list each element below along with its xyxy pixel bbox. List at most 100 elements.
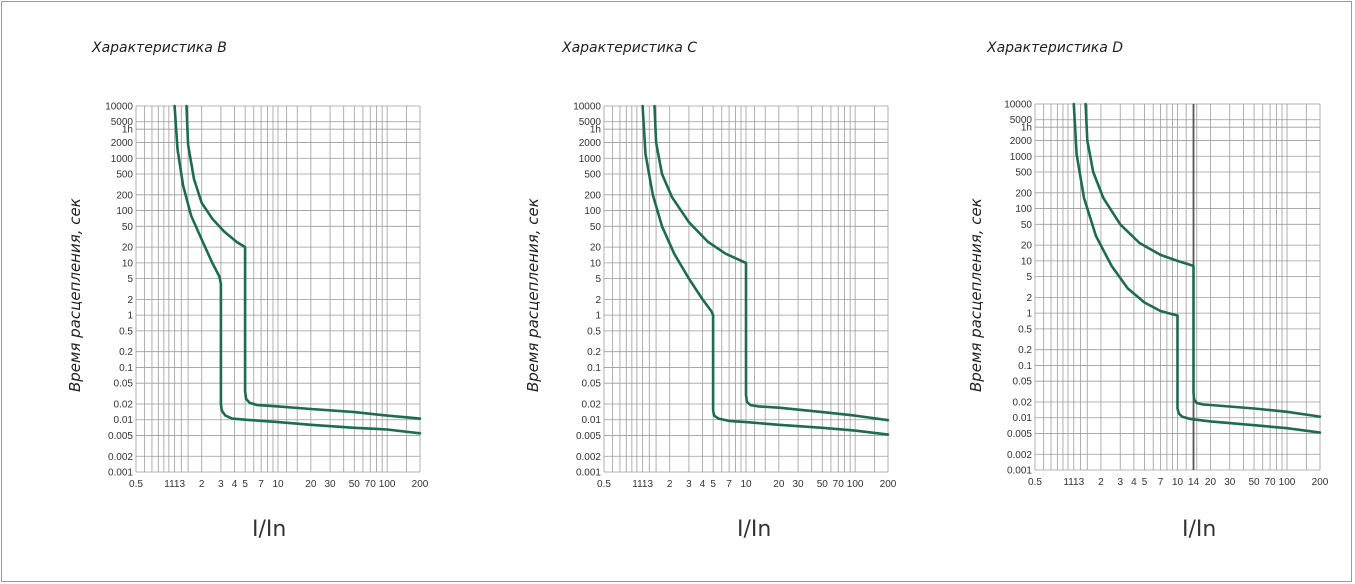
y-tick-label: 0.05 xyxy=(114,379,134,390)
x-tick-label: 0.5 xyxy=(129,479,143,490)
x-tick-label: 3 xyxy=(218,479,224,490)
x-tick-label: 30 xyxy=(325,479,337,490)
x-tick-label: 2 xyxy=(1098,477,1104,488)
y-tick-label: 500 xyxy=(584,170,601,181)
x-tick-label: 4 xyxy=(232,479,238,490)
y-tick-label: 0.01 xyxy=(1013,413,1033,424)
y-tick-label: 1h xyxy=(590,125,601,136)
y-tick-label: 5 xyxy=(595,274,601,285)
y-tick-label: 0.5 xyxy=(1018,324,1032,335)
x-tick-label: 100 xyxy=(1279,477,1296,488)
y-tick-label: 1 xyxy=(1026,309,1032,320)
x-tick-label: 0.5 xyxy=(1028,477,1042,488)
x-axis-label: I/In xyxy=(252,517,287,542)
x-tick-label: 100 xyxy=(379,479,396,490)
y-tick-label: 0.005 xyxy=(576,431,601,442)
x-tick-label: 200 xyxy=(1312,477,1329,488)
y-tick-label: 50 xyxy=(1021,220,1033,231)
x-tick-label: 100 xyxy=(847,479,864,490)
y-tick-label: 1000 xyxy=(1010,152,1033,163)
y-tick-label: 1 xyxy=(595,311,601,322)
y-tick-label: 1000 xyxy=(111,154,134,165)
x-tick-label: 1113 xyxy=(164,479,185,490)
series-line-upper xyxy=(653,104,890,422)
y-tick-label: 1000 xyxy=(579,154,602,165)
x-axis-label: I/In xyxy=(737,517,772,542)
y-tick-label: 10000 xyxy=(105,102,133,113)
y-tick-label: 20 xyxy=(590,243,602,254)
y-tick-label: 2 xyxy=(127,295,133,306)
y-tick-label: 0.02 xyxy=(114,399,134,410)
x-tick-label: 2 xyxy=(667,479,673,490)
y-tick-label: 0.5 xyxy=(119,326,133,337)
y-tick-label: 100 xyxy=(1015,204,1032,215)
x-tick-label: 70 xyxy=(1264,477,1276,488)
x-tick-label: 50 xyxy=(1248,477,1260,488)
y-tick-label: 2000 xyxy=(579,138,602,149)
y-tick-label: 0.02 xyxy=(582,399,602,410)
y-tick-label: 0.005 xyxy=(1007,429,1032,440)
series-line-upper xyxy=(1084,102,1322,418)
chart-panel-b: Характеристика B Время расцепления, сек … xyxy=(2,2,429,582)
y-tick-label: 200 xyxy=(1015,188,1032,199)
y-tick-label: 0.05 xyxy=(1013,377,1033,388)
y-tick-label: 0.2 xyxy=(119,347,133,358)
y-tick-label: 0.1 xyxy=(1018,361,1032,372)
x-tick-label: 4 xyxy=(1131,477,1137,488)
x-tick-label: 50 xyxy=(349,479,361,490)
y-tick-label: 0.02 xyxy=(1013,397,1033,408)
y-tick-label: 0.001 xyxy=(576,468,601,479)
x-tick-label: 30 xyxy=(793,479,805,490)
y-tick-label: 50 xyxy=(590,222,602,233)
x-tick-label: 7 xyxy=(726,479,732,490)
x-tick-label: 3 xyxy=(1117,477,1123,488)
y-tick-label: 2 xyxy=(1026,293,1032,304)
y-tick-label: 2000 xyxy=(111,138,134,149)
y-tick-label: 1h xyxy=(122,125,133,136)
y-tick-label: 0.5 xyxy=(587,326,601,337)
y-tick-label: 5 xyxy=(1026,272,1032,283)
x-tick-label: 3 xyxy=(686,479,692,490)
y-tick-label: 500 xyxy=(1015,168,1032,179)
y-tick-label: 0.001 xyxy=(1007,466,1032,477)
x-tick-label: 5 xyxy=(710,479,716,490)
chart-title: Характеристика D xyxy=(987,40,1124,56)
y-tick-label: 5000 xyxy=(1010,115,1033,126)
y-tick-label: 0.002 xyxy=(576,452,601,463)
x-tick-label: 10 xyxy=(740,479,752,490)
y-tick-label: 0.005 xyxy=(108,431,133,442)
y-tick-label: 0.2 xyxy=(587,347,601,358)
y-tick-label: 10 xyxy=(122,258,134,269)
x-tick-label: 20 xyxy=(1205,477,1217,488)
x-tick-label: 1113 xyxy=(632,479,653,490)
y-tick-label: 100 xyxy=(584,206,601,217)
x-tick-label: 1113 xyxy=(1063,477,1084,488)
x-tick-label: 7 xyxy=(1158,477,1164,488)
x-tick-label: 10 xyxy=(1172,477,1184,488)
y-tick-label: 100 xyxy=(116,206,133,217)
x-tick-label: 7 xyxy=(258,479,264,490)
x-tick-label: 5 xyxy=(242,479,248,490)
x-tick-label: 70 xyxy=(365,479,377,490)
y-tick-label: 0.01 xyxy=(582,415,602,426)
y-tick-label: 5 xyxy=(127,274,133,285)
y-tick-label: 0.2 xyxy=(1018,345,1032,356)
y-tick-label: 10 xyxy=(1021,256,1033,267)
y-tick-label: 0.002 xyxy=(108,452,133,463)
y-tick-label: 10000 xyxy=(1004,100,1032,111)
series-line-upper xyxy=(185,104,422,420)
y-tick-label: 0.1 xyxy=(587,363,601,374)
y-tick-label: 1h xyxy=(1021,123,1032,134)
x-tick-label: 2 xyxy=(199,479,205,490)
x-tick-label: 200 xyxy=(880,479,897,490)
x-tick-label: 70 xyxy=(833,479,845,490)
y-tick-label: 20 xyxy=(122,243,134,254)
y-tick-label: 1 xyxy=(127,311,133,322)
x-tick-label: 20 xyxy=(773,479,785,490)
x-tick-label: 20 xyxy=(305,479,317,490)
y-tick-label: 0.05 xyxy=(582,379,602,390)
